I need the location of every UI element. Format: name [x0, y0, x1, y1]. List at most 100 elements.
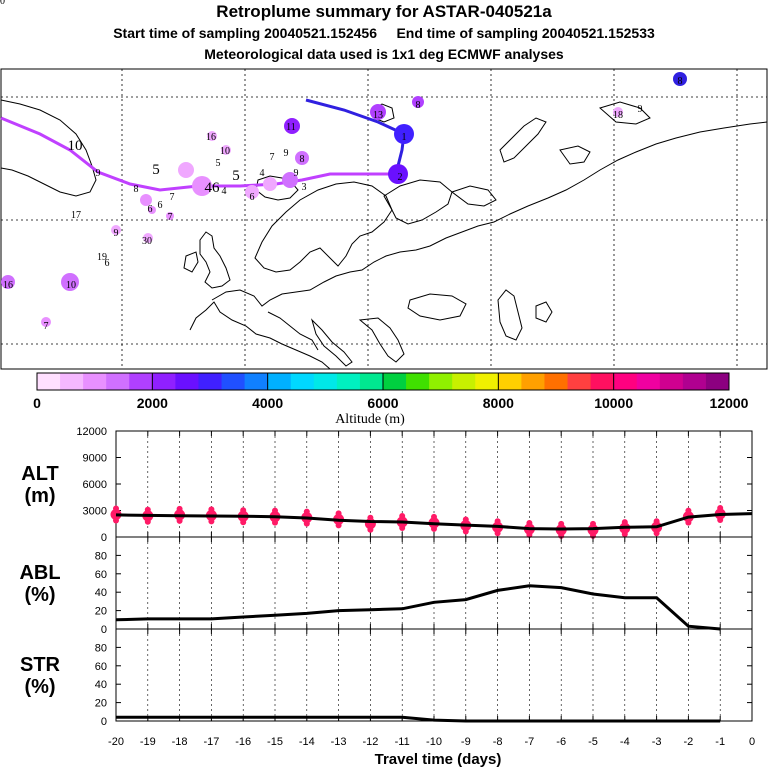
day-label: 30 [142, 236, 152, 247]
cluster-circle [388, 164, 408, 184]
colorbar-swatch [221, 373, 246, 390]
x-tick-label: -1 [715, 736, 725, 748]
colorbar-tick-label: 0 [33, 395, 41, 411]
colorbar-swatch [406, 373, 430, 390]
cluster-circle [412, 96, 424, 108]
y-tick-label: 40 [95, 679, 107, 691]
alt-marker [176, 505, 183, 512]
day-label: 7 [168, 212, 173, 223]
day-label: 6 [250, 192, 255, 203]
day-label: 7 [44, 321, 49, 332]
colorbar-tick-label: 10000 [594, 395, 633, 411]
colorbar-tick-label: 2000 [137, 395, 168, 411]
x-tick-label: -2 [684, 736, 694, 748]
cluster-circle [295, 151, 309, 165]
colorbar-swatch [544, 373, 569, 390]
colorbar-swatch [567, 373, 592, 390]
day-label: 46 [205, 180, 221, 196]
colorbar-swatch [152, 373, 176, 390]
cluster-circle [263, 177, 277, 191]
colorbar-swatch [267, 373, 292, 390]
day-label: 7 [270, 152, 275, 163]
alt-marker [367, 514, 374, 521]
x-tick-label: -9 [461, 736, 471, 748]
alt-marker [717, 517, 724, 524]
alt-marker [526, 520, 533, 527]
alt-marker [240, 507, 247, 514]
day-label: 5 [152, 162, 160, 178]
colorbar-swatch [429, 373, 453, 390]
cluster-circle [140, 194, 152, 206]
colorbar-tick-label: 6000 [367, 395, 398, 411]
alt-marker [621, 531, 628, 538]
colorbar-swatch [705, 373, 730, 390]
colorbar-swatch [590, 373, 615, 390]
day-label: 1 [402, 132, 407, 143]
colorbar-swatch [83, 373, 107, 390]
x-tick-label: -14 [299, 736, 315, 748]
cluster-circle [221, 145, 231, 155]
x-tick-label: -15 [267, 736, 283, 748]
colorbar-swatch [636, 373, 661, 390]
day-label: 5 [232, 168, 240, 184]
colorbar-swatch [313, 373, 338, 390]
plume-clusters [1, 72, 687, 327]
day-label: 9 [114, 228, 119, 239]
time-series-panels: 030006000900012000ALT(m)020406080ABL(%)0… [19, 426, 755, 768]
colorbar-swatch [244, 373, 269, 390]
met-data-note: Meteorological data used is 1x1 deg ECMW… [204, 46, 564, 62]
alt-marker [272, 507, 278, 514]
colorbar-swatch [613, 373, 638, 390]
cluster-circle [673, 72, 687, 86]
day-label: 8 [300, 154, 305, 165]
alt-marker [558, 520, 565, 527]
altitude-colorbar: 0 2000 4000 6000 8000 10000 12000 Altitude (m) [33, 372, 749, 427]
day-label: 19 [97, 252, 107, 263]
day-label: 9 [284, 148, 289, 159]
x-tick-label: -8 [493, 736, 503, 748]
colorbar-swatch [521, 373, 545, 390]
x-tick-label: -6 [556, 736, 566, 748]
y-tick-label: 3000 [83, 506, 107, 518]
day-label: 2 [398, 172, 403, 183]
colorbar-swatch [659, 373, 684, 390]
series-line-alt [115, 512, 753, 531]
alt-marker [208, 506, 215, 513]
x-tick-label: -17 [203, 736, 219, 748]
cluster-circle [1, 275, 15, 289]
day-label: 6 [148, 204, 153, 215]
cluster-circle [284, 118, 300, 134]
alt-marker [303, 508, 310, 515]
y-tick-label: 0 [101, 716, 107, 728]
alt-marker [431, 525, 437, 532]
x-tick-label: -20 [108, 736, 124, 748]
series-line-str [116, 715, 721, 723]
colorbar-label: Altitude (m) [335, 412, 405, 427]
alt-marker [462, 528, 469, 535]
colorbar-swatch [290, 373, 315, 390]
colorbar-tick-label: 4000 [252, 395, 283, 411]
cluster-circle [282, 172, 298, 188]
panel-str: 0 20 40 60 80 STR(%) [20, 628, 753, 728]
colorbar-swatch [359, 373, 384, 390]
y-tick-label: 12000 [76, 426, 107, 438]
x-tick-label: -18 [172, 736, 188, 748]
sampling-times: Start time of sampling 20040521.152456 E… [113, 25, 655, 41]
cluster-circle [613, 107, 623, 117]
colorbar-swatch [129, 373, 153, 390]
alt-marker [621, 519, 628, 526]
panel-ylabel: ABL [19, 562, 60, 584]
alt-marker [113, 505, 119, 512]
day-label: 16 [3, 280, 13, 291]
x-tick-label: -7 [525, 736, 535, 748]
day-label: 9 [294, 168, 299, 179]
panel-ylabel: (%) [24, 584, 55, 606]
colorbar-swatch [60, 373, 84, 390]
day-label: 18 [613, 110, 623, 121]
alt-marker [110, 508, 122, 520]
colorbar-swatch [498, 373, 522, 390]
cluster-circle [192, 176, 212, 196]
alt-marker [303, 520, 310, 527]
